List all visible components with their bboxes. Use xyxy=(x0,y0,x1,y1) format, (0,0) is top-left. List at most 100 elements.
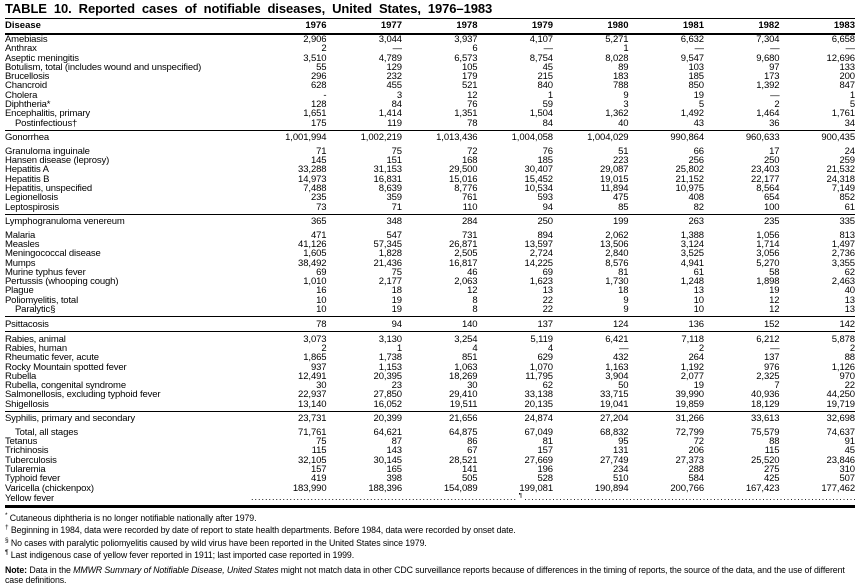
disease-label-cell: Hepatitis A xyxy=(5,165,49,175)
value-cell: 46 xyxy=(467,267,478,278)
table-row: Rabies, animal 3,073 3,130 3,254 5,119 6,421 7… xyxy=(5,331,855,344)
value-cell: 34 xyxy=(844,118,855,129)
value-cell: 28,521 xyxy=(449,455,478,465)
value-cell: 167,423 xyxy=(745,483,780,493)
value-cell: 813 xyxy=(839,230,855,240)
column-header-year: 1979 xyxy=(477,19,553,35)
value-cell: 7,304 xyxy=(756,34,780,45)
value-cell: 67,049 xyxy=(524,427,553,438)
value-cell: 183,990 xyxy=(292,483,327,493)
disease-label-cell: Psittacosis xyxy=(5,316,251,332)
value-cell: 6,421 xyxy=(553,331,629,344)
table-row: Hepatitis A 33,288 31,153 29,500 30,407 29,08… xyxy=(5,165,855,174)
value-cell: 847 xyxy=(839,81,855,91)
value-cell: 57,345 xyxy=(373,239,402,250)
value-cell: 547 xyxy=(386,230,402,240)
value-cell: 3,254 xyxy=(402,331,478,344)
table-row: Hepatitis B 14,973 16,831 15,016 15,452 19,01… xyxy=(5,175,855,184)
value-cell: 1,013,436 xyxy=(402,129,478,147)
value-cell: 165 xyxy=(386,464,402,475)
value-cell: 284 xyxy=(402,213,478,231)
value-cell: 2,840 xyxy=(605,249,629,259)
value-cell: 19 xyxy=(391,305,402,316)
disease-label-cell: Gonorrhea xyxy=(5,129,251,147)
value-cell: 84 xyxy=(391,100,402,110)
disease-label-cell: Syphilis, primary and secondary xyxy=(5,410,251,428)
note-label: Note: xyxy=(5,565,27,576)
value-cell: 45 xyxy=(542,62,553,73)
header-row: Disease 1976 1977 1978 1979 1980 1981 1982 1983 xyxy=(5,19,855,35)
table-row: Rubella 12,491 20,395 18,269 11,795 3,904 2,07… xyxy=(5,372,855,381)
disease-label-cell: Postinfectious† xyxy=(15,118,78,129)
value-cell: 26,871 xyxy=(449,239,478,250)
value-cell: — xyxy=(770,343,780,354)
table-row: Measles 41,126 57,345 26,871 13,597 13,506 3,1… xyxy=(5,240,855,249)
value-cell: 62 xyxy=(844,267,855,278)
value-cell: 6 xyxy=(472,44,478,54)
value-cell: 13,140 xyxy=(298,399,327,410)
disease-label-cell: Mumps xyxy=(5,258,36,268)
value-cell: 40,936 xyxy=(751,390,780,400)
value-cell: 69 xyxy=(542,267,553,278)
disease-label-cell: Rabies, animal xyxy=(5,331,251,344)
disease-label-cell: Hepatitis, unspecified xyxy=(5,183,93,194)
disease-label-cell: Hepatitis B xyxy=(5,174,50,184)
disease-label-cell: Cholera xyxy=(5,90,38,101)
value-cell: 30,145 xyxy=(373,455,402,465)
value-cell: 1,392 xyxy=(756,81,780,91)
value-cell: 2,724 xyxy=(529,249,553,259)
column-header-year: 1983 xyxy=(779,19,855,35)
disease-label-cell: Encephalitis, primary xyxy=(5,109,91,119)
value-cell: 58 xyxy=(769,267,780,278)
table-row: Trichinosis 115 143 67 157 131 206 115 45 xyxy=(5,446,855,455)
value-cell: 30 xyxy=(467,381,478,391)
disease-label-cell: Shigellosis xyxy=(5,399,49,410)
value-cell: 78 xyxy=(251,316,327,332)
note-italic-source: MMWR Summary of Notifiable Disease, Unit… xyxy=(73,565,279,576)
value-cell: 5 xyxy=(698,100,704,110)
value-cell: 75,579 xyxy=(751,427,780,438)
value-cell: 25,520 xyxy=(751,455,780,465)
disease-label-cell: Tularemia xyxy=(5,464,46,475)
value-cell: 510 xyxy=(612,474,629,484)
value-cell: 27,669 xyxy=(524,455,553,465)
value-cell: 900,435 xyxy=(779,129,855,147)
value-cell: 78 xyxy=(467,118,478,129)
table-row: Legionellosis 235 359 761 593 475 408 654 852 xyxy=(5,193,855,202)
value-cell: 81 xyxy=(542,437,553,447)
value-cell: 3,056 xyxy=(756,249,780,259)
value-cell: 976 xyxy=(763,362,780,372)
table-row: Chancroid 628 455 521 840 788 850 1,392 847 xyxy=(5,81,855,90)
value-cell: 215 xyxy=(537,72,553,82)
table-row: Tuberculosis 32,105 30,145 28,521 27,669 27,7… xyxy=(5,456,855,465)
footnote-mark: ¶ xyxy=(5,548,9,556)
value-cell: 29,500 xyxy=(449,165,478,175)
value-cell: 38,492 xyxy=(298,258,327,268)
disease-label-cell: Chancroid xyxy=(5,81,47,91)
value-cell: 1,414 xyxy=(378,109,402,119)
value-cell: 128 xyxy=(310,100,327,110)
value-cell: 23,846 xyxy=(826,455,855,465)
value-cell: 21,656 xyxy=(402,410,478,428)
disease-label-cell: Malaria xyxy=(5,230,36,240)
disease-label-cell: Tetanus xyxy=(5,437,38,447)
table-row: Meningococcal disease 1,605 1,828 2,505 2,72… xyxy=(5,249,855,258)
table-row: Lymphogranuloma venereum 365 348 284 250 199 2… xyxy=(5,213,855,231)
value-cell: 628 xyxy=(310,81,327,91)
yellow-fever-footnote-mark: ¶ xyxy=(518,492,523,499)
value-cell: 45 xyxy=(844,446,855,456)
value-cell: 852 xyxy=(839,193,855,203)
column-header-year: 1980 xyxy=(553,19,629,35)
value-cell: 59 xyxy=(542,100,553,110)
value-cell: 2 xyxy=(321,343,327,354)
value-cell: 1 xyxy=(623,44,629,54)
table-row: Diphtheria* 128 84 76 59 3 5 2 5 xyxy=(5,100,855,109)
value-cell: 105 xyxy=(461,62,478,73)
value-cell: 19 xyxy=(693,381,704,391)
value-cell: 206 xyxy=(688,446,704,456)
value-cell: 20,399 xyxy=(326,410,402,428)
value-cell: 1 xyxy=(547,90,553,101)
value-cell: — xyxy=(770,44,780,54)
table-row: Psittacosis 78 94 140 137 124 136 152 142 xyxy=(5,316,855,332)
